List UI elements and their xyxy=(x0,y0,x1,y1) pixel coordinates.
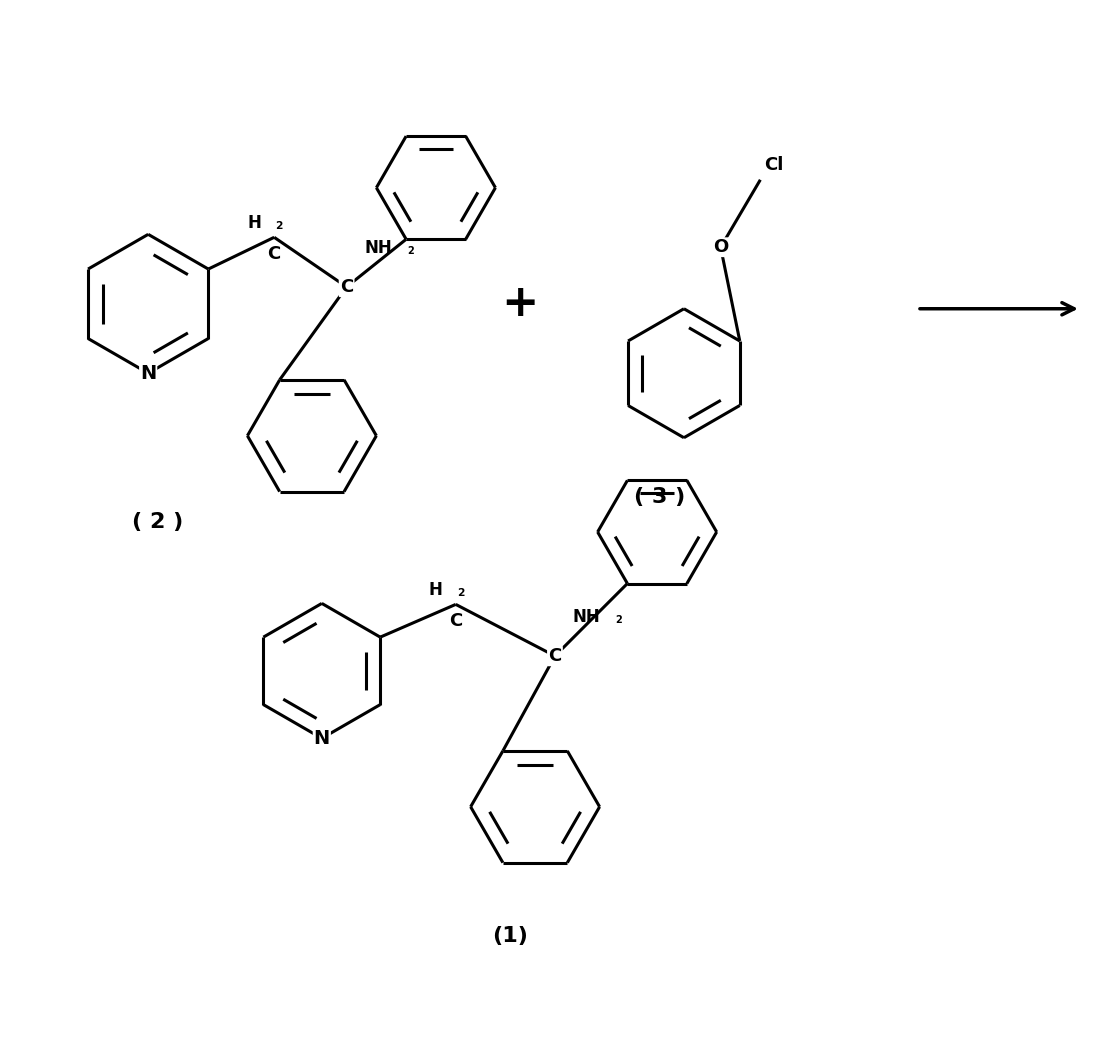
Text: $\mathbf{_2}$: $\mathbf{_2}$ xyxy=(457,585,465,599)
Text: O: O xyxy=(713,238,729,256)
Text: C: C xyxy=(548,647,562,665)
Text: N: N xyxy=(140,364,156,383)
Text: H: H xyxy=(247,215,262,233)
Text: NH: NH xyxy=(573,608,600,626)
Text: $\mathbf{_2}$: $\mathbf{_2}$ xyxy=(615,612,623,626)
Text: +: + xyxy=(501,282,539,326)
Text: C: C xyxy=(267,245,281,263)
Text: H: H xyxy=(429,581,443,599)
Text: (1): (1) xyxy=(492,926,529,946)
Text: ( 2 ): ( 2 ) xyxy=(133,512,184,532)
Text: Cl: Cl xyxy=(764,155,784,173)
Text: C: C xyxy=(340,278,353,296)
Text: ( 3 ): ( 3 ) xyxy=(633,487,685,507)
Text: C: C xyxy=(449,612,463,630)
Text: N: N xyxy=(313,729,330,748)
Text: NH: NH xyxy=(365,239,392,257)
Text: $\mathbf{_2}$: $\mathbf{_2}$ xyxy=(407,243,415,257)
Text: $\mathbf{_2}$: $\mathbf{_2}$ xyxy=(275,218,284,233)
